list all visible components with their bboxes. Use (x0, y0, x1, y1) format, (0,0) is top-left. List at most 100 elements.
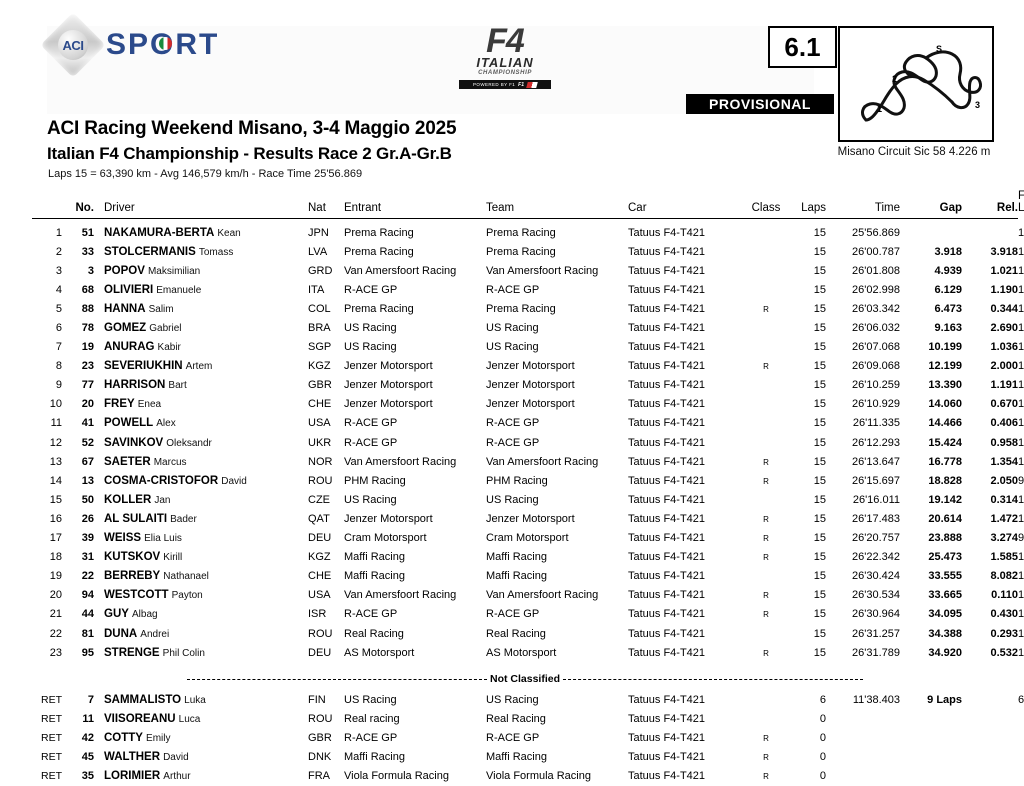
cell-driver: STRENGE Phil Colin (104, 646, 205, 659)
cell-laps: 15 (813, 379, 826, 392)
cell-car-number: 52 (81, 436, 94, 449)
cell-time: 26'17.483 (852, 512, 900, 525)
cell-class: R (763, 304, 769, 314)
table-row: 12 52 SAVINKOV Oleksandr UKR R-ACE GP R-ACE G… (32, 433, 1024, 452)
cell-gap: 15.424 (928, 436, 962, 449)
cell-entrant: Prema Racing (344, 226, 414, 239)
cell-relative (962, 767, 1018, 786)
cell-class: R (763, 591, 769, 601)
cell-nationality: GBR (308, 731, 332, 744)
table-row: RET 11 VIISOREANU Luca ROU Real racing Real R… (32, 709, 1018, 728)
cell-position: 16 (49, 512, 62, 525)
cell-time: 26'16.011 (852, 493, 900, 506)
header-driver: Driver (94, 190, 308, 219)
header-time: Time (826, 190, 900, 219)
cell-team: Real Racing (486, 712, 546, 725)
not-classified-label: Not Classified (489, 673, 560, 686)
cell-entrant: Jenzer Motorsport (344, 360, 433, 373)
cell-car-number: 22 (81, 570, 94, 583)
cell-time (826, 747, 900, 766)
cell-laps: 15 (813, 589, 826, 602)
cell-relative: 1.354 (990, 455, 1018, 468)
cell-relative: 1.036 (990, 341, 1018, 354)
cell-time: 26'03.342 (852, 302, 900, 315)
cell-driver: POPOV Maksimilian (104, 264, 201, 277)
table-header-row: No. Driver Nat Entrant Team Car Class La… (32, 190, 1024, 219)
cell-nationality: ROU (308, 712, 333, 725)
not-classified-divider: Not Classified (32, 662, 1018, 690)
cell-car-number: 41 (81, 417, 94, 430)
cell-gap (900, 709, 962, 728)
cell-laps: 15 (813, 322, 826, 335)
cell-car-number: 23 (81, 360, 94, 373)
cell-gap: 33.665 (928, 589, 962, 602)
cell-car: Tatuus F4-T421 (628, 474, 706, 487)
cell-nationality: LVA (308, 245, 328, 258)
cell-class (746, 280, 786, 299)
cell-position: 12 (49, 436, 62, 449)
session-number-box: 6.1 (768, 26, 837, 68)
cell-time: 25'56.869 (852, 226, 900, 239)
cell-team: R-ACE GP (486, 417, 540, 430)
cell-driver: WALTHER David (104, 750, 189, 763)
cell-time: 11'38.403 (852, 693, 900, 706)
cell-nationality: USA (308, 589, 331, 602)
cell-relative: 3.274 (990, 532, 1018, 545)
cell-laps: 15 (813, 532, 826, 545)
cell-driver: OLIVIERI Emanuele (104, 283, 202, 296)
aci-logo-text: ACI (58, 30, 88, 60)
cell-time: 26'30.534 (852, 589, 900, 602)
table-row: 1 51 NAKAMURA-BERTA Kean JPN Prema Racing Pre… (32, 219, 1024, 243)
cell-time: 26'07.068 (852, 341, 900, 354)
cell-relative: 1.472 (990, 512, 1018, 525)
cell-entrant: US Racing (344, 693, 397, 706)
f1-flag-icon (526, 81, 538, 88)
cell-driver: ANURAG Kabir (104, 341, 181, 354)
cell-car-number: 13 (81, 474, 94, 487)
cell-class: R (763, 772, 769, 782)
cell-laps: 15 (813, 264, 826, 277)
cell-position: 3 (55, 264, 62, 277)
cell-entrant: Real Racing (344, 627, 404, 640)
cell-time: 26'12.293 (852, 436, 900, 449)
cell-car-number: 31 (81, 551, 94, 564)
cell-entrant: Jenzer Motorsport (344, 398, 433, 411)
italy-flag-dot-icon (159, 37, 172, 50)
cell-entrant: Jenzer Motorsport (344, 379, 433, 392)
cell-car: Tatuus F4-T421 (628, 322, 706, 335)
cell-car-number: 42 (81, 731, 94, 744)
cell-driver: COSMA-CRISTOFOR David (104, 474, 247, 487)
cell-car-number: 67 (81, 455, 94, 468)
cell-position: 11 (50, 417, 62, 430)
cell-nationality: KGZ (308, 360, 331, 373)
table-row: 21 44 GUY Albag ISR R-ACE GP R-ACE GP Tatuus F… (32, 605, 1024, 624)
table-row: 2 33 STOLCERMANIS Tomass LVA Prema Racing Pre… (32, 242, 1024, 261)
cell-driver: WEISS Elia Luis (104, 532, 182, 545)
cell-laps: 0 (819, 750, 826, 763)
cell-driver: VIISOREANU Luca (104, 712, 201, 725)
cell-team: Prema Racing (486, 226, 556, 239)
cell-gap: 20.614 (928, 512, 962, 525)
cell-nationality: SGP (308, 341, 332, 354)
cell-class: R (763, 457, 769, 467)
results-table-container: No. Driver Nat Entrant Team Car Class La… (32, 190, 1024, 786)
cell-laps: 15 (813, 570, 826, 583)
cell-gap (900, 219, 962, 243)
circuit-map-svg: S 1 2 3 (861, 44, 982, 122)
cell-position: 10 (49, 398, 62, 411)
cell-position: 15 (49, 493, 62, 506)
cell-team: Real Racing (486, 627, 546, 640)
results-table-body: 1 51 NAKAMURA-BERTA Kean JPN Prema Racing Pre… (32, 219, 1024, 786)
cell-class (746, 376, 786, 395)
cell-class (746, 338, 786, 357)
cell-car: Tatuus F4-T421 (628, 608, 706, 621)
cell-laps: 15 (813, 627, 826, 640)
cell-entrant: R-ACE GP (344, 436, 398, 449)
table-row: 4 68 OLIVIERI Emanuele ITA R-ACE GP R-ACE GP T… (32, 280, 1024, 299)
cell-nationality: FIN (308, 693, 326, 706)
cell-entrant: Maffi Racing (344, 551, 405, 564)
cell-class (746, 567, 786, 586)
cell-car: Tatuus F4-T421 (628, 627, 706, 640)
cell-time: 26'10.929 (852, 398, 900, 411)
cell-driver: NAKAMURA-BERTA Kean (104, 226, 241, 239)
